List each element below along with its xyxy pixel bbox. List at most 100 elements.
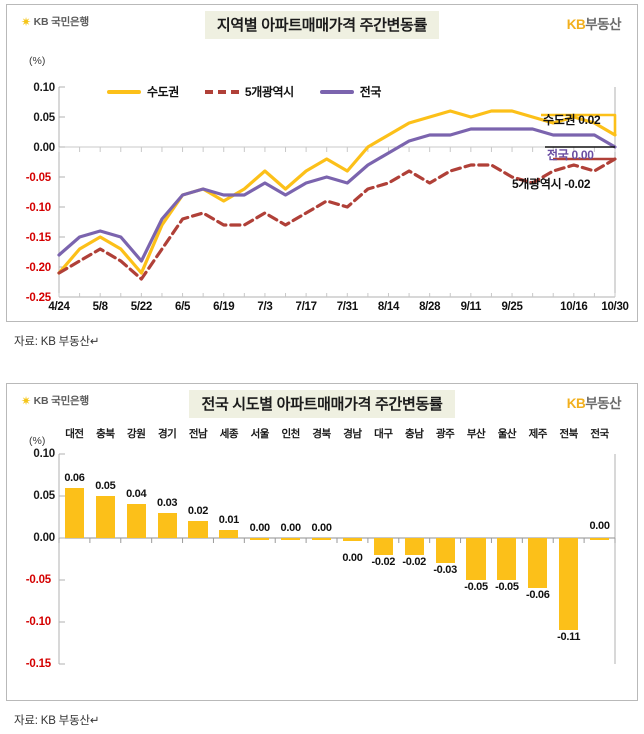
bar-category-1: 충북 (96, 428, 115, 440)
line-x-tick-0: 4/24 (48, 301, 70, 313)
bar-value-1: 0.05 (95, 480, 116, 492)
bar-chart-header: ✷ KB 국민은행 전국 시도별 아파트매매가격 주간변동률 KB부동산 (7, 384, 637, 418)
legend-label-jeonguk: 전국 (359, 85, 382, 99)
bar-category-14: 울산 (497, 428, 517, 440)
bar-y-tick-5: -0.15 (25, 658, 51, 670)
bar-category-6: 서울 (250, 428, 270, 440)
line-chart-title-text: 지역별 아파트매매가격 주간변동률 (204, 11, 440, 39)
line-x-tick-1: 5/8 (92, 301, 108, 313)
bar-category-0: 대전 (65, 428, 84, 440)
star-icon: ✷ (21, 14, 31, 29)
bar-9 (342, 538, 362, 542)
bar-chart-y-unit: (%) (29, 435, 46, 447)
bar-category-4: 전남 (188, 428, 208, 440)
line-x-tick-10: 9/11 (460, 301, 482, 313)
bar-value-8: 0.00 (311, 522, 332, 534)
kb-bank-logo-text-2: KB 국민은행 (33, 395, 90, 407)
legend-swatch-gwangyeoksi (204, 89, 239, 94)
star-icon-2: ✷ (21, 393, 31, 408)
line-y-tick-4: -0.10 (25, 202, 51, 214)
bar-8 (311, 538, 332, 540)
annotation-sudogwon: 수도권 0.02 (543, 113, 601, 127)
legend-label-gwangyeoksi: 5개광역시 (244, 85, 294, 99)
legend-swatch-jeonguk (319, 89, 354, 94)
line-x-tick-2: 5/22 (130, 301, 152, 313)
bar-16 (559, 538, 579, 631)
bar-category-12: 광주 (435, 428, 455, 440)
bar-value-3: 0.03 (157, 496, 178, 509)
bar-value-6: 0.00 (249, 522, 271, 534)
bar-7 (281, 538, 301, 540)
line-chart-plot: (%) 수도권 5개광역시 전국 0.10 0.05 0.00 -0.05 -0… (7, 39, 637, 321)
bar-category-13: 부산 (466, 428, 486, 440)
line-x-tick-13: 10/30 (601, 301, 629, 313)
line-chart-svg (57, 86, 617, 298)
bar-5 (219, 529, 239, 538)
bar-11 (404, 538, 424, 555)
bar-chart-panel: ✷ KB 국민은행 전국 시도별 아파트매매가격 주간변동률 KB부동산 (%)… (6, 383, 638, 701)
bar-category-15: 제주 (528, 428, 548, 440)
line-y-tick-5: -0.15 (25, 232, 51, 244)
line-chart-header: ✷ KB 국민은행 지역별 아파트매매가격 주간변동률 KB부동산 (7, 5, 637, 39)
line-y-tick-0: 0.10 (33, 82, 55, 94)
annotation-gwangyeoksi: 5개광역시 -0.02 (512, 177, 591, 191)
bar-3 (157, 512, 177, 538)
bar-13 (466, 538, 486, 580)
line-chart-source: 자료: KB 부동산↵ (14, 336, 100, 348)
bar-15 (528, 538, 548, 589)
bar-value-15: -0.06 (525, 589, 550, 602)
bar-0 (64, 487, 84, 538)
bar-category-11: 충남 (405, 428, 424, 440)
bar-4 (188, 521, 208, 538)
bar-value-9: 0.00 (342, 552, 363, 564)
bar-14 (497, 538, 517, 580)
bar-chart-title-text: 전국 시도별 아파트매매가격 주간변동률 (189, 390, 455, 418)
bar-value-13: -0.05 (464, 581, 488, 593)
bar-category-16: 전북 (559, 428, 578, 440)
bar-value-5: 0.01 (218, 513, 240, 526)
line-x-tick-11: 9/25 (501, 301, 523, 313)
kb-realestate-brand: KB부동산 (567, 13, 622, 33)
bar-category-8: 경북 (312, 428, 331, 440)
bar-12 (435, 538, 455, 564)
bar-1 (95, 496, 115, 538)
kb-bank-logo: ✷ KB 국민은행 (21, 14, 89, 29)
bar-y-tick-0: 0.10 (33, 448, 55, 460)
line-x-tick-12: 10/16 (560, 301, 588, 313)
line-y-tick-3: -0.05 (25, 172, 51, 184)
bar-chart-source: 자료: KB 부동산↵ (14, 715, 100, 727)
line-x-tick-7: 7/31 (336, 301, 358, 313)
bar-value-2: 0.04 (126, 488, 147, 501)
kb-bank-logo-2: ✷ KB 국민은행 (21, 393, 89, 408)
bar-value-10: -0.02 (371, 555, 396, 568)
bar-category-10: 대구 (374, 428, 393, 440)
line-chart-panel: ✷ KB 국민은행 지역별 아파트매매가격 주간변동률 KB부동산 (%) 수도… (6, 4, 638, 322)
line-x-tick-6: 7/17 (295, 301, 317, 313)
kb-brand-kb-2: KB (566, 396, 586, 411)
legend-label-sudogwon: 수도권 (147, 85, 179, 99)
kb-brand-name: 부동산 (585, 17, 621, 32)
bar-value-17: 0.00 (589, 520, 610, 532)
line-x-tick-3: 6/5 (175, 301, 191, 313)
line-y-tick-7: -0.25 (25, 292, 51, 304)
line-chart-legend: 수도권 5개광역시 전국 (107, 83, 381, 100)
bar-y-tick-3: -0.05 (25, 574, 51, 586)
line-y-tick-2: 0.00 (33, 142, 55, 154)
bar-6 (250, 538, 270, 540)
bar-2 (126, 504, 146, 538)
line-x-tick-9: 8/28 (419, 301, 441, 313)
bar-17 (589, 538, 610, 540)
bar-value-14: -0.05 (495, 581, 519, 593)
bar-chart-svg (58, 453, 616, 665)
bar-chart-title: 전국 시도별 아파트매매가격 주간변동률 (7, 390, 637, 418)
bar-value-12: -0.03 (433, 564, 457, 577)
bar-category-9: 경남 (343, 428, 362, 440)
kb-bank-logo-text: KB 국민은행 (33, 16, 90, 28)
line-x-tick-8: 8/14 (377, 301, 400, 313)
line-x-tick-5: 7/3 (257, 301, 273, 313)
line-chart-y-unit: (%) (29, 55, 46, 67)
bar-10 (373, 538, 393, 555)
bar-value-7: 0.00 (280, 522, 302, 534)
bar-value-16: -0.11 (557, 631, 581, 644)
